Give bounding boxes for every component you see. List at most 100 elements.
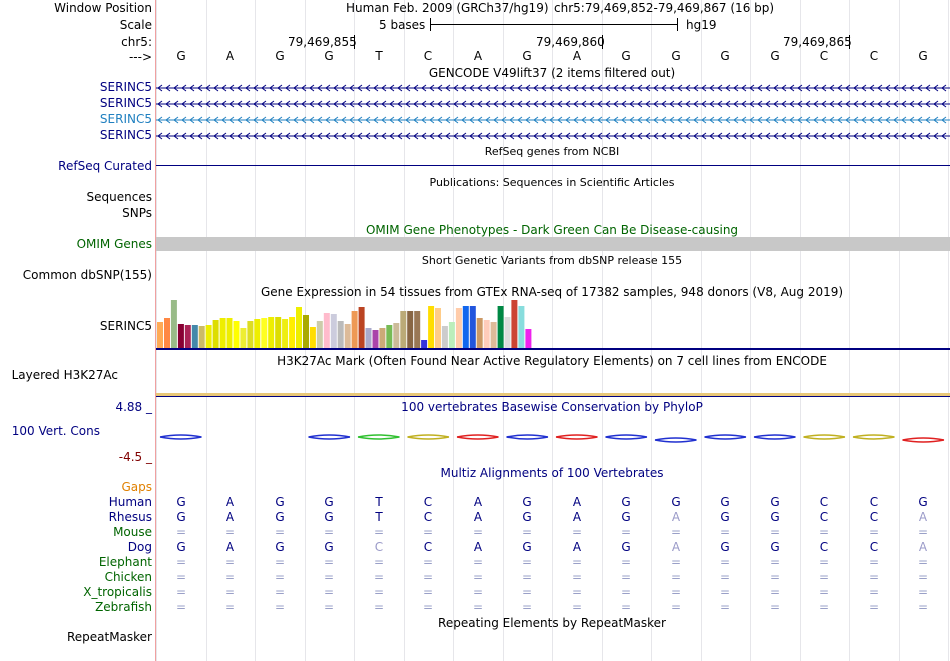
alignment-base: G bbox=[720, 540, 730, 554]
scale-bar bbox=[430, 24, 678, 25]
alignment-base: = bbox=[175, 600, 187, 614]
gencode-label-1[interactable]: SERINC5 bbox=[99, 80, 152, 94]
reference-base: G bbox=[720, 49, 730, 63]
alignment-base: = bbox=[719, 600, 731, 614]
gridline bbox=[552, 0, 553, 661]
gtex-tissue-bar bbox=[518, 306, 525, 348]
omim-bar[interactable] bbox=[156, 237, 950, 251]
scale-label: Scale bbox=[119, 18, 152, 32]
alignment-base: G bbox=[918, 495, 928, 509]
gtex-tissue-bar bbox=[184, 325, 191, 348]
conservation-mark bbox=[456, 434, 499, 440]
alignment-base: = bbox=[917, 585, 929, 599]
alignment-base: = bbox=[373, 600, 385, 614]
alignment-base: = bbox=[422, 600, 434, 614]
track-area[interactable]: Human Feb. 2009 (GRCh37/hg19) chr5:79,46… bbox=[156, 0, 950, 661]
alignment-base: G bbox=[324, 510, 334, 524]
omim-label[interactable]: OMIM Genes bbox=[76, 237, 152, 251]
conservation-mark bbox=[555, 434, 598, 440]
reference-base: G bbox=[621, 49, 631, 63]
alignment-base: G bbox=[671, 495, 681, 509]
gtex-tissue-bar bbox=[441, 326, 448, 348]
alignment-base: T bbox=[375, 510, 383, 524]
h3k27ac-signal[interactable] bbox=[156, 393, 950, 396]
alignment-base: = bbox=[472, 525, 484, 539]
alignment-base: = bbox=[175, 585, 187, 599]
alignment-base: G bbox=[621, 510, 631, 524]
species-label-rhesus: Rhesus bbox=[108, 510, 152, 524]
alignment-base: = bbox=[719, 585, 731, 599]
alignment-base: C bbox=[819, 495, 829, 509]
gtex-tissue-bar bbox=[448, 322, 455, 348]
chrom-label: chr5: bbox=[121, 35, 152, 49]
alignment-base: = bbox=[472, 570, 484, 584]
dbsnp-label[interactable]: Common dbSNP(155) bbox=[22, 268, 152, 282]
gtex-tissue-bar bbox=[268, 317, 275, 348]
gencode-label-3[interactable]: SERINC5 bbox=[99, 112, 152, 126]
gencode-transcripts[interactable] bbox=[156, 80, 950, 140]
alignment-base: = bbox=[422, 570, 434, 584]
gridline bbox=[899, 0, 900, 661]
species-label-chicken: Chicken bbox=[104, 570, 152, 584]
gencode-label-2[interactable]: SERINC5 bbox=[99, 96, 152, 110]
alignment-base: = bbox=[224, 525, 236, 539]
alignment-base: A bbox=[473, 540, 483, 554]
alignment-base: T bbox=[375, 495, 383, 509]
alignment-base: C bbox=[423, 510, 433, 524]
alignment-base: G bbox=[621, 540, 631, 554]
coord-tick-3: 79,469,865 bbox=[783, 35, 852, 49]
gtex-tissue-bar bbox=[379, 328, 386, 348]
alignment-base: = bbox=[571, 570, 583, 584]
gtex-tissue-bar bbox=[455, 308, 462, 348]
refseq-label[interactable]: RefSeq Curated bbox=[58, 159, 152, 173]
alignment-base: = bbox=[620, 555, 632, 569]
reference-base: A bbox=[572, 49, 582, 63]
repeatmasker-title: Repeating Elements by RepeatMasker bbox=[438, 616, 666, 630]
coord-tick-mark-3 bbox=[849, 35, 850, 49]
alignment-base: G bbox=[324, 495, 334, 509]
strand-arrow-label: ---> bbox=[128, 50, 152, 64]
reference-base: G bbox=[770, 49, 780, 63]
publications-sequences-label[interactable]: Sequences bbox=[86, 190, 152, 204]
gtex-bar-chart[interactable] bbox=[156, 299, 950, 351]
gtex-label[interactable]: SERINC5 bbox=[99, 319, 152, 333]
alignment-base: = bbox=[868, 570, 880, 584]
repeatmasker-label[interactable]: RepeatMasker bbox=[66, 630, 152, 644]
alignment-base: = bbox=[571, 600, 583, 614]
publications-title: Publications: Sequences in Scientific Ar… bbox=[429, 176, 675, 189]
gtex-tissue-bar bbox=[261, 318, 268, 348]
conservation-mark bbox=[803, 434, 846, 440]
refseq-line[interactable] bbox=[156, 165, 950, 166]
gencode-strand-chevrons bbox=[157, 100, 947, 108]
alignment-base: = bbox=[818, 585, 830, 599]
alignment-base: = bbox=[422, 555, 434, 569]
reference-base: G bbox=[918, 49, 928, 63]
h3k27ac-label[interactable]: Layered H3K27Ac bbox=[11, 368, 118, 382]
alignment-base: = bbox=[175, 525, 187, 539]
gtex-tissue-bar bbox=[296, 307, 302, 348]
alignment-base: = bbox=[323, 585, 335, 599]
phylop-conservation[interactable] bbox=[156, 428, 950, 452]
alignment-base: A bbox=[671, 540, 681, 554]
gtex-tissue-bar bbox=[226, 318, 233, 348]
publications-snps-label[interactable]: SNPs bbox=[122, 206, 152, 220]
cons-label[interactable]: 100 Vert. Cons bbox=[11, 424, 100, 438]
h3k27ac-baseline bbox=[156, 396, 950, 397]
cons-max-label: 4.88 _ bbox=[115, 400, 152, 414]
multiz-title: Multiz Alignments of 100 Vertebrates bbox=[440, 466, 664, 480]
alignment-base: = bbox=[620, 570, 632, 584]
multiz-alignment[interactable]: G A G G T C A G A G G G G C C G G A G G T C A G A G A G G C C A = = = = = = = =… bbox=[156, 495, 950, 615]
gencode-label-4[interactable]: SERINC5 bbox=[99, 128, 152, 142]
species-label-dog: Dog bbox=[127, 540, 152, 554]
alignment-base: = bbox=[917, 525, 929, 539]
alignment-base: G bbox=[770, 540, 780, 554]
alignment-base: = bbox=[769, 525, 781, 539]
gtex-tissue-bar bbox=[351, 311, 358, 348]
alignment-base: = bbox=[175, 555, 187, 569]
gtex-tissue-bar bbox=[414, 311, 421, 348]
alignment-base: = bbox=[571, 585, 583, 599]
alignment-base: = bbox=[769, 585, 781, 599]
gtex-tissue-bar bbox=[170, 300, 177, 348]
reference-base: C bbox=[869, 49, 879, 63]
